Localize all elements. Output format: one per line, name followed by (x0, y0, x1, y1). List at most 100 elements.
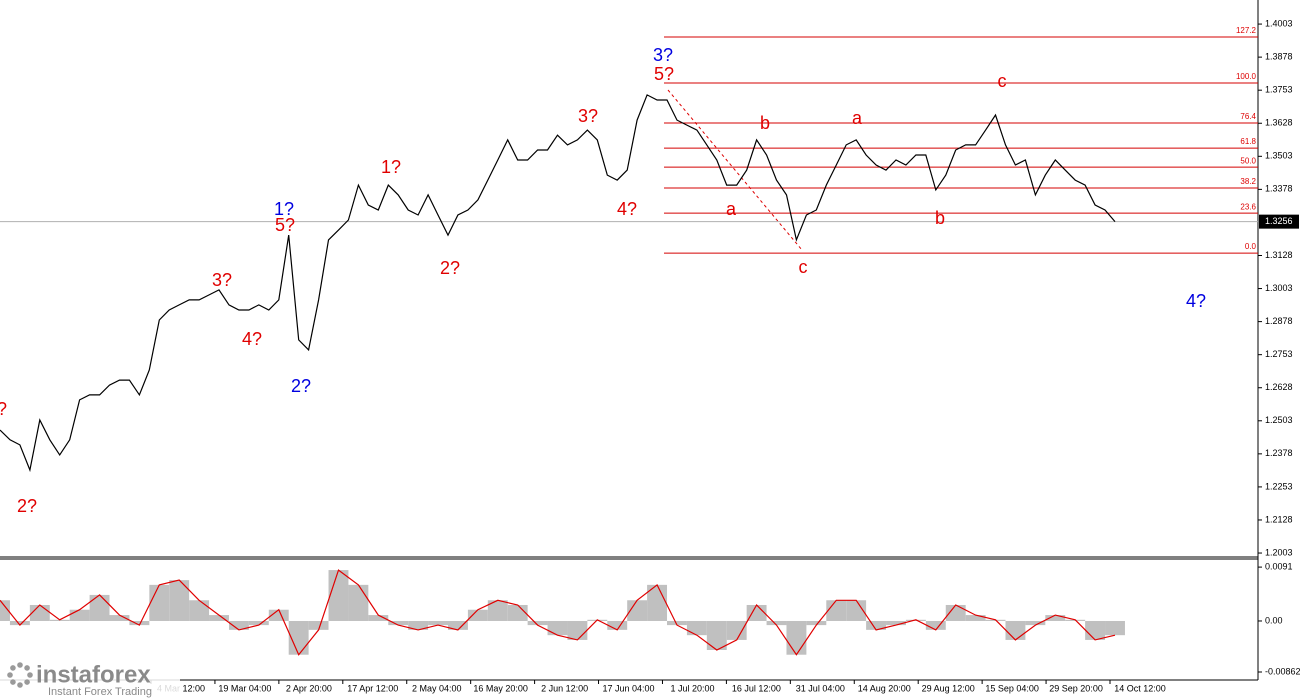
histogram-bar (109, 615, 130, 621)
histogram-bar (228, 620, 249, 630)
histogram-bar (348, 584, 369, 621)
y-tick-label: 1.3753 (1265, 85, 1293, 95)
signal-line (0, 569, 1116, 656)
watermark-sub: Instant Forex Trading (48, 686, 152, 698)
histogram-bar (189, 600, 210, 621)
x-tick-label: 14 Oct 12:00 (1114, 683, 1166, 693)
histogram-bar (149, 584, 170, 621)
wave-label: 3? (578, 106, 598, 126)
histogram-bar (826, 600, 847, 621)
fib-label: 76.4 (1240, 112, 1256, 121)
histogram-bar (766, 620, 787, 626)
x-tick-label: 4 Mar 12:00 (157, 683, 205, 693)
histogram-bar (866, 620, 887, 630)
histogram-bar (408, 620, 429, 630)
price-line (0, 94, 1116, 473)
histogram-bar (945, 604, 966, 621)
logo-dot (7, 672, 13, 678)
y-tick-label: 1.2378 (1265, 448, 1293, 458)
histogram-bar (627, 600, 648, 621)
wave-label: 4? (1186, 291, 1206, 311)
x-tick-label: 15 Sep 04:00 (985, 683, 1039, 693)
histogram-bar (886, 620, 906, 626)
logo-dot (10, 665, 16, 671)
x-tick-label: 17 Jun 04:00 (603, 683, 655, 693)
y-tick-label: 1.2628 (1265, 382, 1293, 392)
wave-label: 2? (291, 376, 311, 396)
wave-label: b (935, 208, 945, 228)
histogram-bar (1025, 620, 1046, 626)
x-tick-label: 17 Apr 12:00 (347, 683, 398, 693)
histogram-bar (9, 620, 30, 626)
wave-label: 4? (617, 199, 637, 219)
histogram-bar (527, 620, 548, 626)
histogram-bar (209, 615, 229, 621)
histogram-bar (328, 570, 349, 621)
y-tick-label: 0.0091 (1265, 561, 1293, 571)
histogram-bar (288, 620, 309, 655)
y-tick-label: 1.3503 (1265, 151, 1293, 161)
histogram-bar (248, 620, 269, 626)
y-tick-label: 1.3003 (1265, 283, 1293, 293)
histogram-bar (0, 600, 10, 621)
wave-label: ? (0, 399, 7, 419)
logo-dot (27, 672, 33, 678)
histogram-bar (169, 580, 190, 621)
histogram-bar (1005, 620, 1026, 640)
wave-label: c (998, 71, 1007, 91)
watermark-logo (7, 662, 33, 688)
histogram-bar (786, 620, 807, 655)
histogram-bar (746, 604, 767, 621)
wave-label: 5? (654, 64, 674, 84)
x-tick-label: 31 Jul 04:00 (796, 683, 845, 693)
histogram-bar (368, 615, 389, 621)
histogram-bar (447, 620, 468, 630)
histogram-bar (428, 620, 448, 626)
histogram-bar (69, 609, 90, 621)
fib-label: 100.0 (1236, 72, 1257, 81)
histogram-bar (806, 620, 827, 626)
histogram-bar (1045, 615, 1066, 621)
x-tick-label: 14 Aug 20:00 (858, 683, 911, 693)
y-tick-label: 0.00 (1265, 615, 1283, 625)
wave-label: 1? (381, 157, 401, 177)
y-tick-label: 1.3378 (1265, 184, 1293, 194)
wave-label: a (852, 108, 863, 128)
histogram-bar (268, 609, 289, 621)
histogram-bar (1105, 620, 1125, 636)
histogram-bar (607, 620, 628, 630)
wave-label: b (760, 113, 770, 133)
wave-label: 4? (242, 329, 262, 349)
y-tick-label: 1.2503 (1265, 415, 1293, 425)
y-tick-label: 1.4003 (1265, 18, 1293, 28)
wave-label: 3? (653, 45, 673, 65)
trend-line (667, 89, 803, 251)
x-tick-label: 29 Sep 20:00 (1049, 683, 1103, 693)
y-tick-label: 1.3878 (1265, 52, 1293, 62)
logo-dot (24, 665, 30, 671)
wave-label: 1? (274, 199, 294, 219)
histogram-bar (965, 615, 986, 621)
histogram-bar (567, 620, 588, 640)
fib-label: 50.0 (1240, 156, 1256, 165)
histogram-bar (487, 600, 508, 621)
fib-label: 127.2 (1236, 26, 1257, 35)
wave-label: c (799, 257, 808, 277)
histogram-bar (507, 604, 528, 621)
x-tick-label: 1 Jul 20:00 (670, 683, 714, 693)
fib-label: 23.6 (1240, 202, 1256, 211)
fib-label: 0.0 (1245, 242, 1257, 251)
y-tick-label: -0.00862 (1265, 666, 1300, 676)
histogram-bar (129, 620, 150, 626)
x-tick-label: 2 Jun 12:00 (541, 683, 588, 693)
y-tick-label: 1.3628 (1265, 118, 1293, 128)
y-tick-label: 1.3128 (1265, 250, 1293, 260)
y-tick-label: 1.2003 (1265, 547, 1293, 557)
x-tick-label: 16 Jul 12:00 (732, 683, 781, 693)
histogram-bar (467, 609, 488, 621)
histogram-bar (846, 600, 867, 621)
logo-dot (10, 679, 16, 685)
fib-label: 38.2 (1240, 177, 1256, 186)
